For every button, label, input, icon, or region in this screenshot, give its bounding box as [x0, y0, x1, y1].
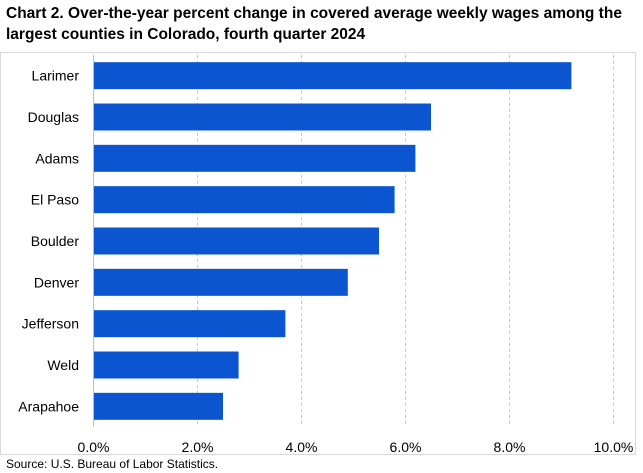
category-label: Boulder [31, 233, 80, 249]
category-label: Jefferson [22, 316, 79, 332]
category-label: Larimer [32, 68, 80, 84]
category-label: Adams [35, 150, 79, 166]
x-tick-label: 2.0% [182, 439, 214, 455]
x-tick-label: 0.0% [78, 439, 110, 455]
bar-el-paso [94, 186, 395, 214]
bar-jefferson [94, 310, 286, 338]
category-label: Denver [34, 274, 79, 290]
bar-weld [94, 351, 239, 379]
chart-source: Source: U.S. Bureau of Labor Statistics. [6, 457, 219, 471]
bar-boulder [94, 227, 379, 255]
bar-douglas [94, 103, 431, 131]
category-labels: Larimer Douglas Adams El Paso Boulder Denver J… [18, 68, 79, 415]
bar-adams [94, 144, 416, 172]
x-tick-label: 8.0% [494, 439, 526, 455]
category-label: Douglas [28, 109, 79, 125]
bar-denver [94, 268, 348, 296]
category-label: Arapahoe [18, 398, 79, 414]
x-tick-label: 6.0% [390, 439, 422, 455]
chart-title: Chart 2. Over-the-year percent change in… [6, 5, 622, 43]
bar-larimer [94, 62, 572, 90]
bars [94, 62, 572, 420]
bar-arapahoe [94, 392, 223, 420]
chart-frame [0, 52, 636, 455]
category-label: Weld [47, 357, 79, 373]
x-tick-label: 10.0% [594, 439, 634, 455]
x-tick-label: 4.0% [286, 439, 318, 455]
x-axis-ticks: 0.0% 2.0% 4.0% 6.0% 8.0% 10.0% [78, 439, 634, 455]
category-label: El Paso [31, 192, 79, 208]
